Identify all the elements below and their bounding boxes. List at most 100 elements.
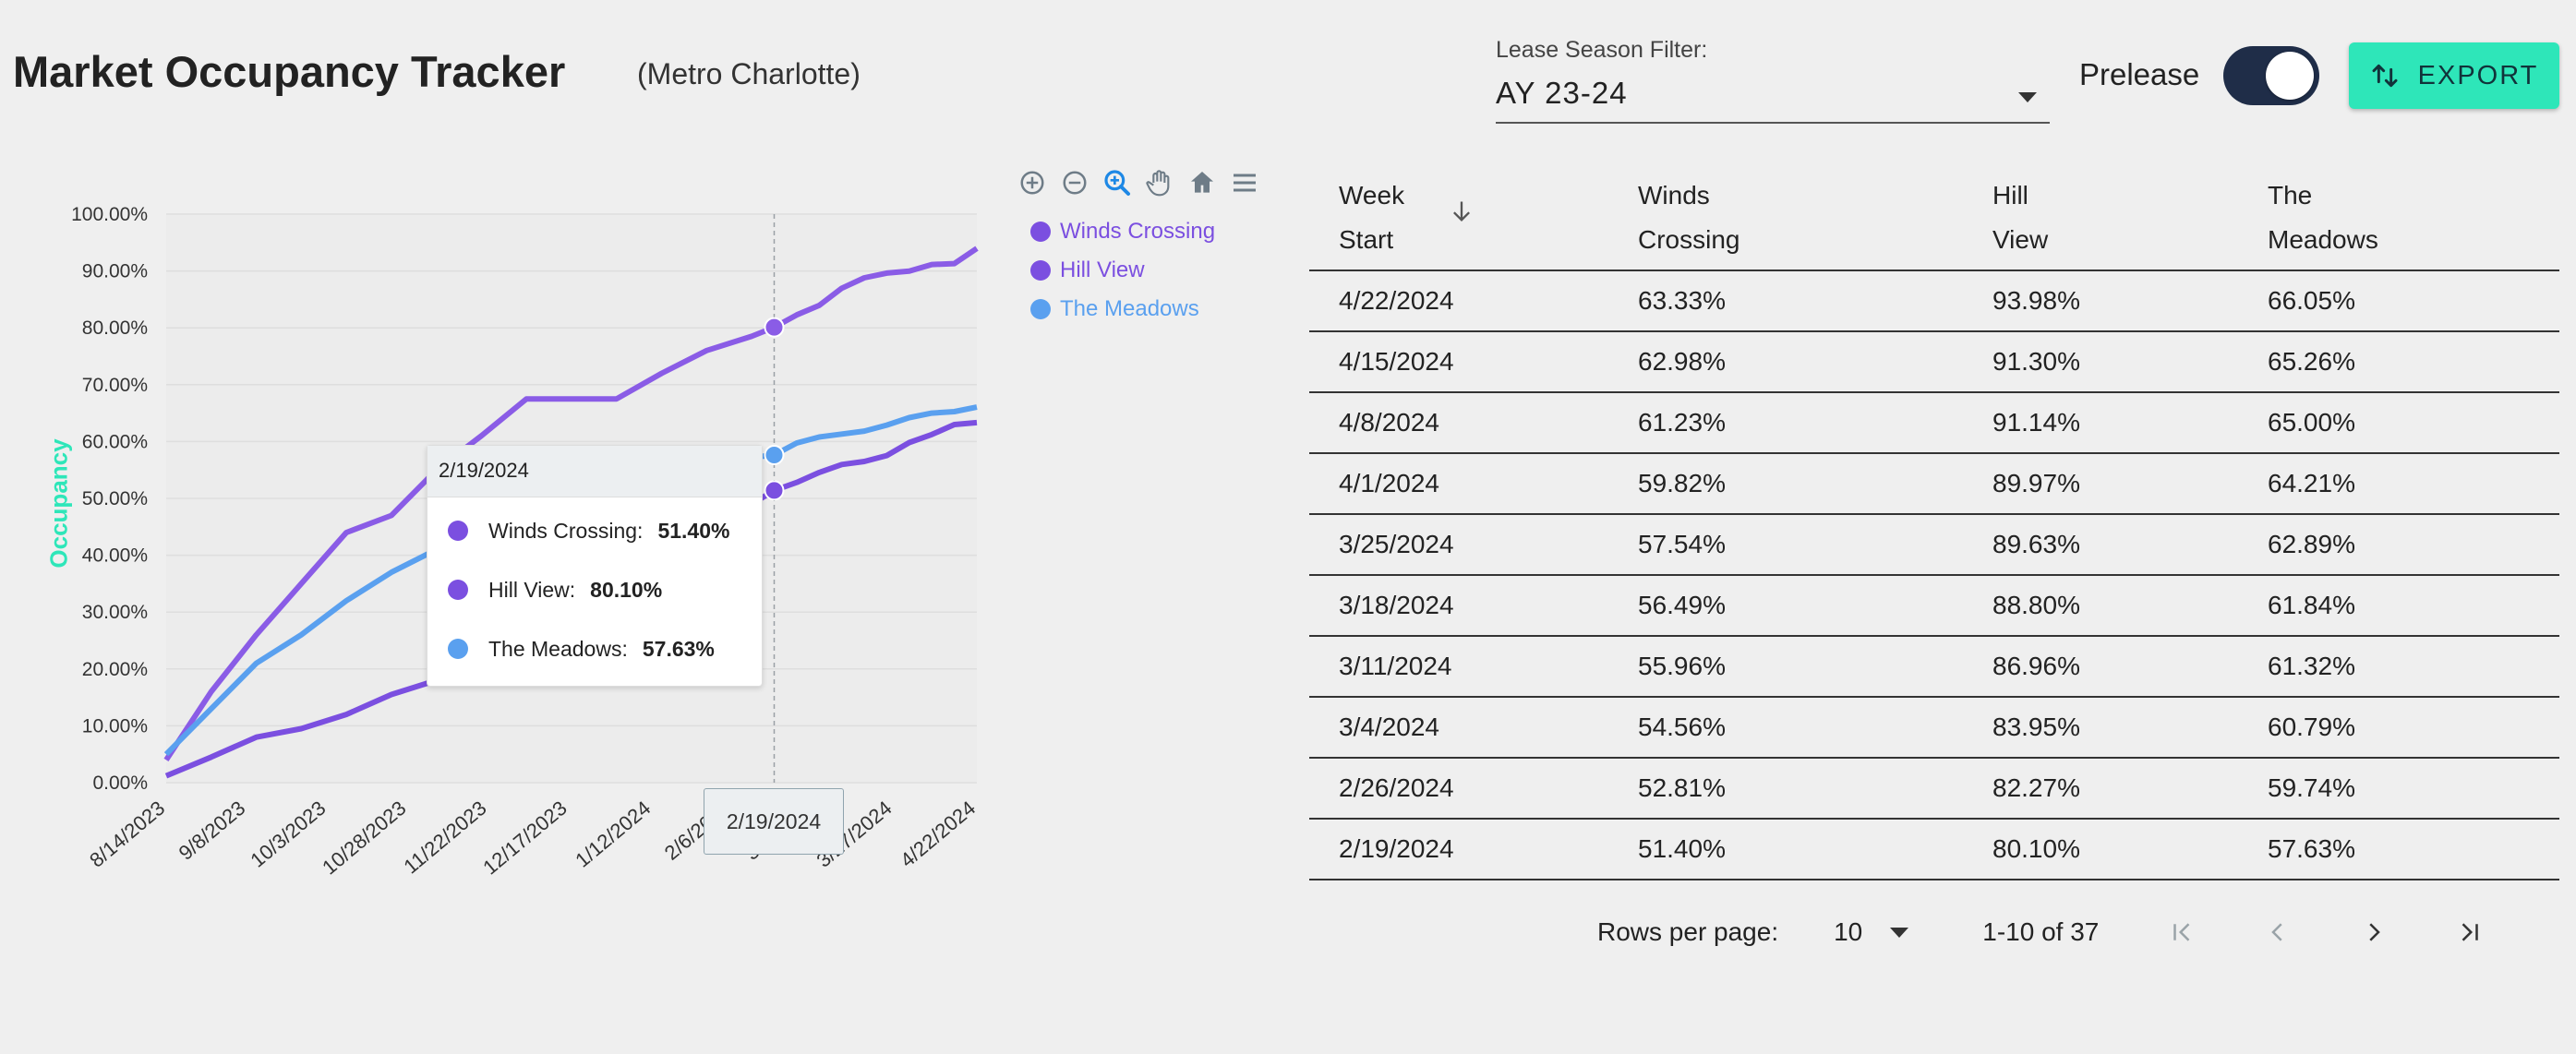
table-cell: 91.14% <box>1963 392 2238 454</box>
y-tick-label: 30.00% <box>82 602 148 623</box>
legend-label: Winds Crossing <box>1060 219 1216 244</box>
legend-dot <box>1030 299 1051 319</box>
tooltip-series-value: 80.10% <box>590 577 663 602</box>
table-cell: 4/8/2024 <box>1309 392 1608 454</box>
zoom-out-icon[interactable] <box>1058 166 1091 199</box>
table-row[interactable]: 4/22/2024 63.33% 93.98% 66.05% <box>1309 270 2559 332</box>
home-icon[interactable] <box>1186 166 1219 199</box>
table-cell: 3/4/2024 <box>1309 697 1608 759</box>
y-tick-label: 0.00% <box>92 773 148 794</box>
hover-marker-1 <box>764 317 785 338</box>
table-cell: 61.23% <box>1608 392 1963 454</box>
table-row[interactable]: 3/4/2024 54.56% 83.95% 60.79% <box>1309 697 2559 759</box>
next-page-icon[interactable] <box>2355 914 2392 951</box>
table-cell: 65.26% <box>2238 331 2559 393</box>
legend-label: The Meadows <box>1060 296 1199 321</box>
chevron-down-icon[interactable] <box>1890 927 1909 938</box>
legend-item-hill-view[interactable]: Hill View <box>1030 251 1215 290</box>
table-row[interactable]: 4/8/2024 61.23% 91.14% 65.00% <box>1309 392 2559 454</box>
tooltip-series-name: The Meadows: <box>488 636 628 661</box>
y-tick-label: 60.00% <box>82 431 148 452</box>
table-cell: 55.96% <box>1608 636 1963 698</box>
table-cell: 64.21% <box>2238 453 2559 515</box>
pan-icon[interactable] <box>1143 166 1176 199</box>
table-cell: 3/25/2024 <box>1309 514 1608 576</box>
x-tick-label: 4/22/2024 <box>896 796 980 872</box>
y-axis-label: Occupancy <box>44 438 73 569</box>
table-cell: 89.97% <box>1963 453 2238 515</box>
menu-icon[interactable] <box>1228 166 1261 199</box>
y-tick-label: 80.00% <box>82 317 148 339</box>
table-cell: 65.00% <box>2238 392 2559 454</box>
tooltip-dot <box>448 521 468 541</box>
table-row[interactable]: 3/11/2024 55.96% 86.96% 61.32% <box>1309 636 2559 698</box>
column-header-the-meadows[interactable]: The Meadows <box>2238 166 2559 271</box>
table-row[interactable]: 3/25/2024 57.54% 89.63% 62.89% <box>1309 514 2559 576</box>
table-cell: 56.49% <box>1608 575 1963 637</box>
x-tick-label: 10/3/2023 <box>246 796 330 872</box>
page-title: Market Occupancy Tracker <box>13 47 566 96</box>
table-cell: 52.81% <box>1608 758 1963 820</box>
x-tick-label: 11/22/2023 <box>399 796 490 879</box>
table-row[interactable]: 2/26/2024 52.81% 82.27% 59.74% <box>1309 758 2559 820</box>
table-cell: 61.84% <box>2238 575 2559 637</box>
table-cell: 91.30% <box>1963 331 2238 393</box>
header-line: Week <box>1339 181 1405 210</box>
table-row[interactable]: 4/15/2024 62.98% 91.30% 65.26% <box>1309 331 2559 393</box>
table-cell: 61.32% <box>2238 636 2559 698</box>
zoom-in-icon[interactable] <box>1016 166 1049 199</box>
export-button[interactable]: EXPORT <box>2349 42 2559 109</box>
tooltip-series-value: 57.63% <box>642 636 715 661</box>
table-cell: 89.63% <box>1963 514 2238 576</box>
tooltip-row: The Meadows: 57.63% <box>427 619 762 678</box>
first-page-icon[interactable] <box>2163 914 2200 951</box>
column-header-week-start[interactable]: Week Start <box>1309 166 1608 271</box>
legend-item-winds-crossing[interactable]: Winds Crossing <box>1030 212 1215 251</box>
table-cell: 88.80% <box>1963 575 2238 637</box>
occupancy-chart: 0.00% 10.00% 20.00% 30.00% 40.00% 50.00% 60.00… <box>71 204 980 880</box>
column-header-hill-view[interactable]: Hill View <box>1963 166 2238 271</box>
table-cell: 54.56% <box>1608 697 1963 759</box>
rows-per-page-label: Rows per page: <box>1597 917 1779 946</box>
y-tick-label: 70.00% <box>82 375 148 396</box>
table-cell: 4/22/2024 <box>1309 270 1608 332</box>
table-cell: 86.96% <box>1963 636 2238 698</box>
table-cell: 62.98% <box>1608 331 1963 393</box>
filter-label: Lease Season Filter: <box>1496 37 1708 63</box>
y-tick-label: 100.00% <box>71 204 148 225</box>
filter-value[interactable]: AY 23-24 <box>1496 76 1628 110</box>
tooltip-dot <box>448 580 468 600</box>
previous-page-icon[interactable] <box>2259 914 2296 951</box>
table-cell: 2/19/2024 <box>1309 819 1608 880</box>
prelease-toggle[interactable] <box>2223 46 2319 105</box>
lease-season-filter[interactable]: Lease Season Filter: AY 23-24 <box>1496 35 2050 124</box>
x-tick-label: 9/8/2023 <box>175 796 250 865</box>
y-tick-label: 10.00% <box>82 715 148 737</box>
table-cell: 3/18/2024 <box>1309 575 1608 637</box>
table-row[interactable]: 3/18/2024 56.49% 88.80% 61.84% <box>1309 575 2559 637</box>
chevron-down-icon[interactable] <box>2018 92 2037 102</box>
column-header-winds-crossing[interactable]: Winds Crossing <box>1608 166 1963 271</box>
rows-per-page-select[interactable]: 10 <box>1834 917 1863 946</box>
table-cell: 82.27% <box>1963 758 2238 820</box>
toggle-knob <box>2266 52 2314 100</box>
zoom-selection-icon[interactable] <box>1101 166 1134 199</box>
sort-arrow-down-icon[interactable] <box>1449 196 1475 240</box>
table-row[interactable]: 4/1/2024 59.82% 89.97% 64.21% <box>1309 453 2559 515</box>
table-cell: 60.79% <box>2238 697 2559 759</box>
hover-marker-0 <box>764 480 785 501</box>
last-page-icon[interactable] <box>2451 914 2488 951</box>
hover-marker-2 <box>764 444 785 465</box>
table-cell: 3/11/2024 <box>1309 636 1608 698</box>
table-row[interactable]: 2/19/2024 51.40% 80.10% 57.63% <box>1309 819 2559 880</box>
legend-item-the-meadows[interactable]: The Meadows <box>1030 290 1215 329</box>
table-cell: 62.89% <box>2238 514 2559 576</box>
y-tick-label: 90.00% <box>82 261 148 282</box>
x-axis-tooltip: 2/19/2024 <box>704 788 844 855</box>
header-line: The <box>2268 181 2313 210</box>
header-line: Hill <box>1992 181 2028 210</box>
x-tick-label: 12/17/2023 <box>478 796 571 880</box>
prelease-label: Prelease <box>2079 57 2200 91</box>
x-tick-label: 1/12/2024 <box>571 796 655 872</box>
y-tick-label: 50.00% <box>82 488 148 509</box>
